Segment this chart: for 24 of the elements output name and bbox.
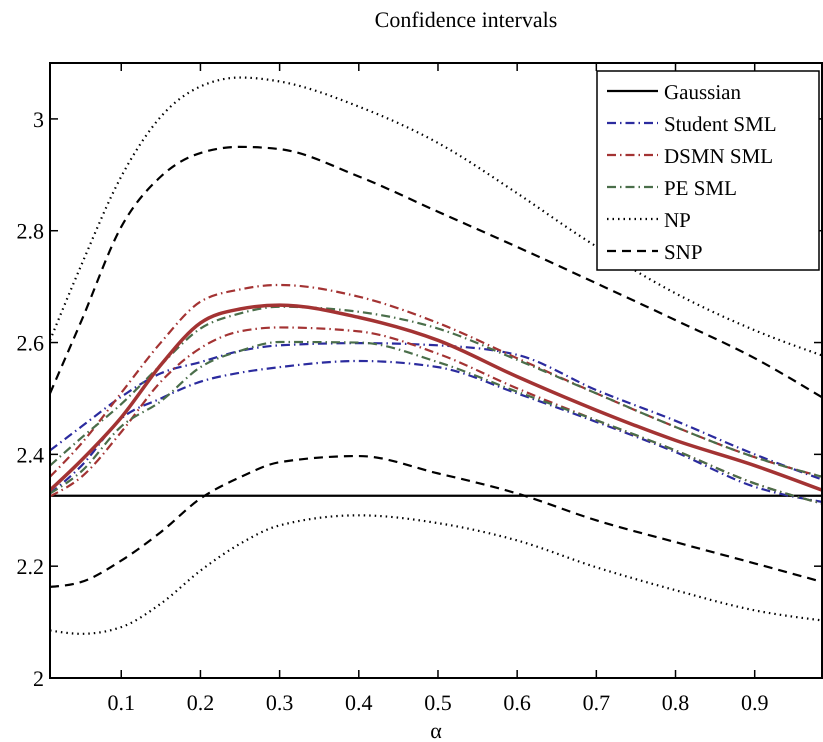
line-series — [50, 342, 822, 481]
legend-label: DSMN SML — [664, 144, 774, 168]
x-tick-label: 0.7 — [582, 690, 610, 715]
x-tick-label: 0.4 — [345, 690, 373, 715]
legend-label: Student SML — [664, 112, 777, 136]
legend-label: NP — [664, 208, 691, 232]
chart-title: Confidence intervals — [374, 7, 558, 32]
x-tick-label: 0.5 — [424, 690, 452, 715]
x-tick-label: 0.6 — [503, 690, 531, 715]
legend-label: SNP — [664, 240, 703, 264]
x-tick-label: 0.2 — [186, 690, 214, 715]
y-tick-label: 2.4 — [16, 442, 44, 468]
y-tick-label: 2.6 — [16, 330, 44, 356]
x-tick-label: 0.8 — [662, 690, 690, 715]
y-tick-label: 2 — [33, 666, 44, 691]
y-tick-label: 2.8 — [16, 218, 44, 244]
y-tick-label: 2.2 — [16, 554, 44, 580]
y-tick-label: 3 — [33, 106, 44, 132]
x-tick-label: 0.3 — [266, 690, 294, 715]
x-tick-label: 0.1 — [108, 690, 136, 715]
x-tick-label: 0.9 — [740, 690, 768, 715]
legend-label: PE SML — [664, 176, 737, 200]
x-axis-title: α — [430, 718, 442, 742]
legend-label: Gaussian — [664, 80, 742, 104]
